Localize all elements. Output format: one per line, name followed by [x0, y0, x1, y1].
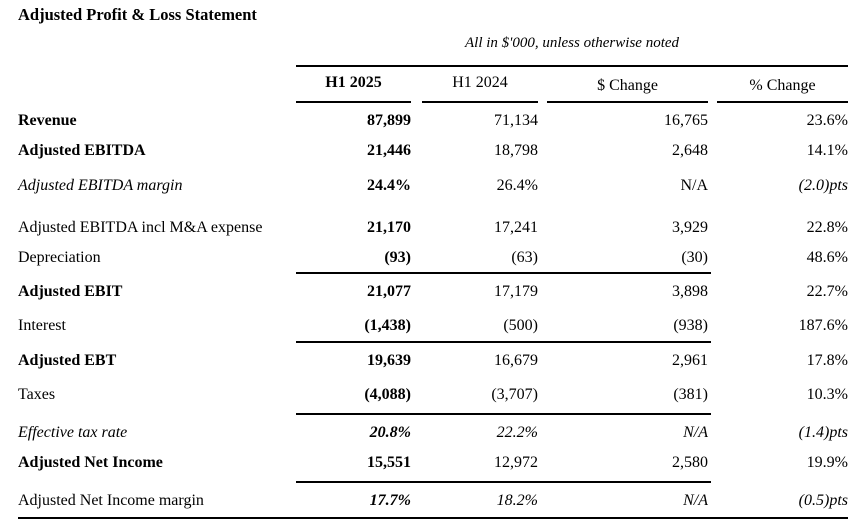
value-cell: 10.3% — [806, 386, 848, 403]
value-cell: (381) — [673, 386, 708, 403]
row-label: Adjusted Net Income — [18, 454, 163, 471]
page-title: Adjusted Profit & Loss Statement — [18, 5, 257, 24]
value-cell: N/A — [680, 177, 708, 194]
value-cell: N/A — [683, 424, 708, 441]
value-cell: (1.4)pts — [798, 424, 848, 441]
value-cell: (3,707) — [491, 386, 538, 403]
row-label: Adjusted EBITDA incl M&A expense — [18, 219, 263, 236]
subtotal-rule — [296, 272, 711, 274]
value-cell: 17.8% — [806, 352, 848, 369]
column-header-h1-2025: H1 2025 — [325, 74, 382, 91]
value-cell: 17.7% — [369, 492, 411, 509]
row-label: Adjusted EBIT — [18, 283, 123, 300]
value-cell: (4,088) — [364, 386, 411, 403]
subtotal-rule — [296, 413, 711, 415]
header-underline — [547, 101, 708, 103]
value-cell: 18,798 — [494, 142, 538, 159]
value-cell: 48.6% — [806, 249, 848, 266]
value-cell: 3,898 — [672, 283, 708, 300]
column-header-h1-2024: H1 2024 — [452, 74, 508, 91]
value-cell: 2,648 — [672, 142, 708, 159]
row-label: Adjusted EBITDA — [18, 142, 146, 159]
subtotal-rule — [296, 481, 711, 483]
value-cell: 14.1% — [806, 142, 848, 159]
table-top-rule — [296, 65, 848, 67]
value-cell: (2.0)pts — [798, 177, 848, 194]
value-cell: 87,899 — [367, 112, 411, 129]
value-cell: 20.8% — [369, 424, 411, 441]
row-label: Effective tax rate — [18, 424, 128, 441]
value-cell: 2,961 — [672, 352, 708, 369]
row-label: Adjusted Net Income margin — [18, 492, 204, 509]
subtotal-rule — [296, 341, 711, 343]
row-label: Taxes — [18, 386, 56, 403]
value-cell: 21,170 — [367, 219, 411, 236]
value-cell: (93) — [384, 249, 411, 266]
row-label: Adjusted EBT — [18, 352, 117, 369]
value-cell: 26.4% — [496, 177, 538, 194]
value-cell: N/A — [683, 492, 708, 509]
column-header-dollar-change: $ Change — [597, 77, 658, 94]
row-label: Adjusted EBITDA margin — [18, 177, 183, 194]
value-cell: 71,134 — [494, 112, 538, 129]
value-cell: 24.4% — [367, 177, 411, 194]
value-cell: 2,580 — [672, 454, 708, 471]
header-underline — [422, 101, 538, 103]
value-cell: (0.5)pts — [798, 492, 848, 509]
value-cell: 15,551 — [367, 454, 411, 471]
value-cell: 21,077 — [367, 283, 411, 300]
row-label: Depreciation — [18, 249, 101, 266]
value-cell: 16,765 — [664, 112, 708, 129]
value-cell: 23.6% — [806, 112, 848, 129]
value-cell: 22.7% — [806, 283, 848, 300]
column-header-percent-change: % Change — [749, 77, 816, 94]
value-cell: 18.2% — [496, 492, 538, 509]
value-cell: 17,241 — [494, 219, 538, 236]
header-underline — [717, 101, 848, 103]
value-cell: (30) — [681, 249, 708, 266]
value-cell: 16,679 — [494, 352, 538, 369]
value-cell: 19,639 — [367, 352, 411, 369]
value-cell: 187.6% — [798, 317, 848, 334]
units-note: All in $'000, unless otherwise noted — [464, 35, 680, 51]
value-cell: (938) — [673, 317, 708, 334]
value-cell: 22.8% — [806, 219, 848, 236]
table-bottom-rule — [18, 517, 848, 519]
value-cell: 21,446 — [367, 142, 411, 159]
row-label: Revenue — [18, 112, 77, 129]
value-cell: (63) — [511, 249, 538, 266]
value-cell: (1,438) — [364, 317, 411, 334]
value-cell: (500) — [503, 317, 538, 334]
value-cell: 19.9% — [806, 454, 848, 471]
value-cell: 17,179 — [494, 283, 538, 300]
row-label: Interest — [18, 317, 66, 334]
value-cell: 3,929 — [672, 219, 708, 236]
header-underline — [296, 101, 411, 103]
value-cell: 22.2% — [496, 424, 538, 441]
value-cell: 12,972 — [494, 454, 538, 471]
